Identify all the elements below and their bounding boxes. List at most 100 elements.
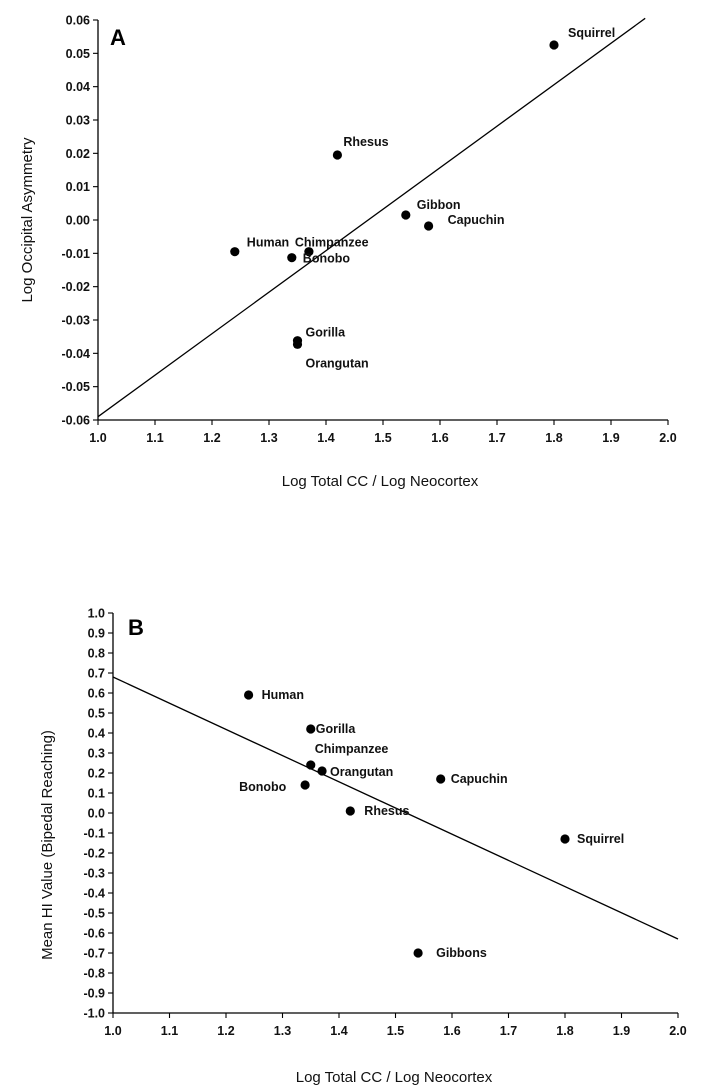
x-tick-label-a: 1.9 [602,431,619,445]
x-axis-title-b: Log Total CC / Log Neocortex [296,1069,493,1086]
point-label-chimpanzee-b: Chimpanzee [315,742,389,756]
x-tick-label-a: 2.0 [659,431,676,445]
data-point-chimpanzee-b [306,760,316,770]
x-tick-label-a: 1.5 [374,431,391,445]
y-tick-label-a: 0.03 [66,114,90,128]
y-tick-label-b: -0.5 [83,907,105,921]
data-point-orangutan-b [317,766,327,776]
x-tick-label-b: 1.3 [274,1024,291,1038]
y-tick-label-b: 0.4 [88,727,105,741]
y-tick-label-b: -0.9 [83,987,105,1001]
data-point-gorilla-b [306,724,316,734]
y-tick-label-a: 0.05 [66,47,90,61]
x-tick-label-b: 1.4 [330,1024,347,1038]
y-tick-label-b: 0.2 [88,767,105,781]
y-tick-label-b: 0.8 [88,647,105,661]
data-point-rhesus-b [345,806,355,816]
chart-panel-a: A Log Total CC / Log Neocortex Log Occip… [19,14,677,491]
x-axis-title-a: Log Total CC / Log Neocortex [282,473,479,490]
point-label-squirrel-a: Squirrel [568,26,615,40]
regression-line-b [112,676,679,940]
y-tick-label-b: 0.0 [88,807,105,821]
x-tick-label-b: 1.0 [104,1024,121,1038]
x-tick-label-a: 1.7 [488,431,505,445]
panel-label-b: B [128,615,144,640]
data-point-orangutan-a [292,339,303,349]
y-tick-label-b: 0.7 [88,667,105,681]
data-point-squirrel-b [560,834,570,844]
chart-panel-b: B Log Total CC / Log Neocortex Mean HI V… [39,607,687,1087]
y-tick-label-b: -0.7 [83,947,105,961]
point-label-gibbon-a: Gibbon [417,198,461,212]
y-tick-label-b: -0.2 [83,847,105,861]
y-tick-label-a: 0.06 [66,14,90,28]
y-tick-label-a: 0.02 [66,147,90,161]
x-tick-label-a: 1.3 [260,431,277,445]
point-label-gorilla-a: Gorilla [306,326,347,340]
y-tick-label-a: -0.05 [62,380,91,394]
y-tick-label-a: -0.06 [62,414,91,428]
data-point-bonobo-a [287,253,297,263]
y-tick-label-a: -0.03 [62,314,91,328]
point-label-orangutan-a: Orangutan [306,356,369,370]
point-label-gibbons-b: Gibbons [436,946,487,960]
y-tick-label-b: -0.3 [83,867,105,881]
x-tick-label-b: 1.6 [443,1024,460,1038]
y-tick-label-b: 1.0 [88,607,105,621]
point-label-capuchin-a: Capuchin [448,213,505,227]
point-label-human-a: Human [247,236,289,250]
data-point-human-a [230,247,240,257]
data-point-bonobo-b [300,780,310,790]
y-tick-label-b: 0.6 [88,687,105,701]
y-tick-label-a: 0.04 [66,80,90,94]
y-tick-label-a: 0.01 [66,180,90,194]
data-point-rhesus-a [332,150,342,160]
point-label-gorilla-b: Gorilla [316,722,357,736]
data-point-gibbons-b [413,948,423,958]
point-label-orangutan-b: Orangutan [330,765,393,779]
data-point-squirrel-a [549,40,559,50]
point-label-bonobo-a: Bonobo [303,252,351,266]
y-tick-label-b: -0.6 [83,927,105,941]
x-tick-label-a: 1.6 [431,431,448,445]
y-axis-title-b: Mean HI Value (Bipedal Reaching) [39,730,56,960]
y-tick-label-b: -0.8 [83,967,105,981]
x-tick-label-a: 1.0 [89,431,106,445]
y-tick-label-b: -1.0 [83,1007,105,1021]
x-tick-label-b: 1.7 [500,1024,517,1038]
data-point-human-b [244,690,254,700]
data-point-gibbon-a [401,210,411,220]
data-point-chimpanzee-a [304,247,314,257]
y-tick-label-b: -0.1 [83,827,105,841]
x-tick-label-b: 1.1 [161,1024,178,1038]
panel-label-a: A [110,25,126,50]
point-label-bonobo-b: Bonobo [239,780,287,794]
x-tick-label-a: 1.8 [545,431,562,445]
x-tick-label-a: 1.1 [146,431,163,445]
y-tick-label-b: 0.3 [88,747,105,761]
x-tick-label-b: 1.5 [387,1024,404,1038]
y-axis-title-a: Log Occipital Asymmetry [19,137,36,303]
x-tick-label-b: 1.9 [613,1024,630,1038]
y-tick-label-b: -0.4 [83,887,105,901]
point-label-chimpanzee-a: Chimpanzee [295,236,369,250]
data-point-capuchin-b [436,774,446,784]
y-tick-label-a: -0.02 [62,280,91,294]
y-tick-label-b: 0.1 [88,787,105,801]
y-tick-label-a: 0.00 [66,214,90,228]
y-tick-label-b: 0.9 [88,627,105,641]
y-tick-label-a: -0.01 [62,247,91,261]
point-label-squirrel-b: Squirrel [577,832,624,846]
x-tick-label-b: 1.8 [556,1024,573,1038]
point-label-human-b: Human [262,688,304,702]
x-tick-label-b: 1.2 [217,1024,234,1038]
x-tick-label-b: 2.0 [669,1024,686,1038]
point-label-rhesus-a: Rhesus [343,135,388,149]
data-point-capuchin-a [424,221,434,231]
y-tick-label-b: 0.5 [88,707,105,721]
y-tick-label-a: -0.04 [62,347,91,361]
regression-line-a [97,17,646,418]
x-tick-label-a: 1.2 [203,431,220,445]
x-tick-label-a: 1.4 [317,431,334,445]
point-label-capuchin-b: Capuchin [451,772,508,786]
